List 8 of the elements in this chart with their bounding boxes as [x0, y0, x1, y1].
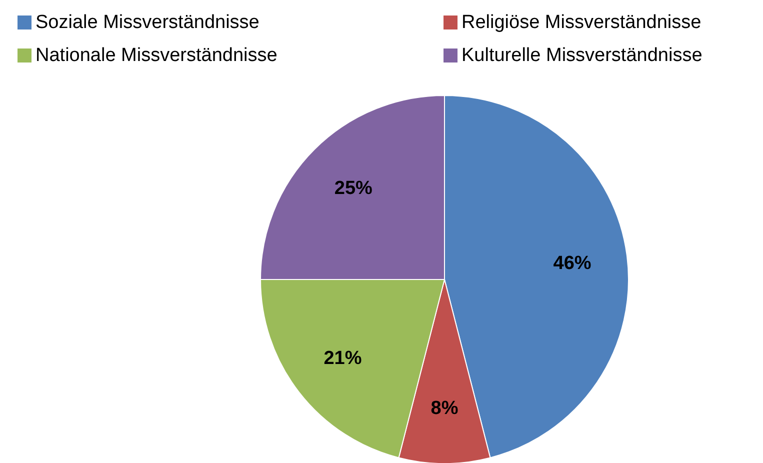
legend-label: Kulturelle Missverständnisse	[462, 45, 702, 66]
data-label: 8%	[430, 398, 458, 419]
data-label: 25%	[334, 178, 373, 199]
legend-label: Soziale Missverständnisse	[36, 12, 260, 33]
legend-label: Religiöse Missverständnisse	[462, 12, 702, 33]
data-label: 21%	[324, 348, 362, 369]
legend-label: Nationale Missverständnisse	[36, 45, 278, 66]
data-label: 46%	[553, 252, 592, 274]
